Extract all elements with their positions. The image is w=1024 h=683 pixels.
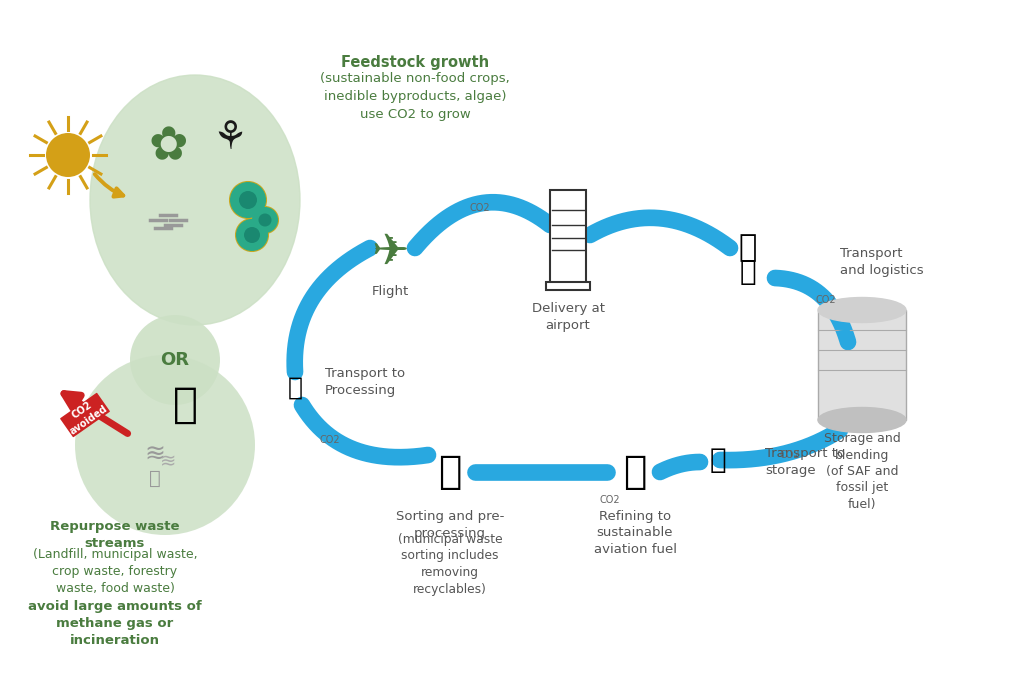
Text: (Landfill, municipal waste,
crop waste, forestry
waste, food waste): (Landfill, municipal waste, crop waste, …: [33, 548, 198, 595]
Text: avoid large amounts of
methane gas or
incineration: avoid large amounts of methane gas or in…: [28, 600, 202, 647]
Circle shape: [258, 214, 271, 227]
Text: Flight: Flight: [372, 285, 409, 298]
Text: CO2: CO2: [600, 495, 621, 505]
Ellipse shape: [90, 75, 300, 325]
Text: Transport
and logistics: Transport and logistics: [840, 247, 924, 277]
Text: Sorting and pre-
processing: Sorting and pre- processing: [396, 510, 504, 540]
Text: Transport to
Processing: Transport to Processing: [325, 367, 406, 397]
Text: 🚛: 🚛: [288, 376, 302, 400]
Text: (municipal waste
sorting includes
removing
recyclables): (municipal waste sorting includes removi…: [397, 533, 503, 596]
Text: Repurpose waste
streams: Repurpose waste streams: [50, 520, 180, 550]
Circle shape: [230, 182, 266, 218]
Text: Storage and
blending
(of SAF and
fossil jet
fuel): Storage and blending (of SAF and fossil …: [823, 432, 900, 511]
Text: ✿: ✿: [148, 126, 187, 171]
Circle shape: [236, 219, 268, 251]
Ellipse shape: [818, 408, 906, 432]
Text: ⚘: ⚘: [213, 119, 248, 157]
Text: CO2: CO2: [319, 435, 340, 445]
FancyBboxPatch shape: [818, 310, 906, 420]
Text: 🏭: 🏭: [624, 453, 647, 491]
Text: CO2: CO2: [470, 203, 490, 213]
Ellipse shape: [818, 298, 906, 322]
Text: 🚛: 🚛: [739, 234, 757, 262]
Circle shape: [130, 315, 220, 405]
Circle shape: [252, 207, 278, 233]
Text: (sustainable non-food crops,
inedible byproducts, algae)
use CO2 to grow: (sustainable non-food crops, inedible by…: [321, 72, 510, 121]
Circle shape: [244, 227, 260, 243]
Text: Transport to
storage: Transport to storage: [765, 447, 845, 477]
Text: 🗑: 🗑: [172, 384, 198, 426]
Text: 🔧: 🔧: [739, 258, 757, 286]
Text: Delivery at
airport: Delivery at airport: [531, 302, 604, 332]
Text: ✈: ✈: [372, 230, 409, 273]
Text: CO2: CO2: [779, 450, 801, 460]
FancyBboxPatch shape: [546, 282, 590, 290]
Text: CO2
avoided: CO2 avoided: [61, 393, 110, 436]
Text: CO2: CO2: [816, 295, 837, 305]
Text: 🏢: 🏢: [438, 453, 462, 491]
Text: Feedstock growth: Feedstock growth: [341, 55, 489, 70]
Circle shape: [75, 355, 255, 535]
FancyBboxPatch shape: [550, 190, 586, 285]
Text: ⛏: ⛏: [150, 469, 161, 488]
Text: ≋: ≋: [160, 453, 176, 471]
Text: OR: OR: [161, 351, 189, 369]
Circle shape: [239, 191, 257, 209]
Text: ≋: ≋: [144, 443, 166, 467]
Circle shape: [46, 133, 90, 177]
Text: 🚛: 🚛: [710, 446, 726, 474]
Text: Refining to
sustainable
aviation fuel: Refining to sustainable aviation fuel: [594, 510, 677, 556]
